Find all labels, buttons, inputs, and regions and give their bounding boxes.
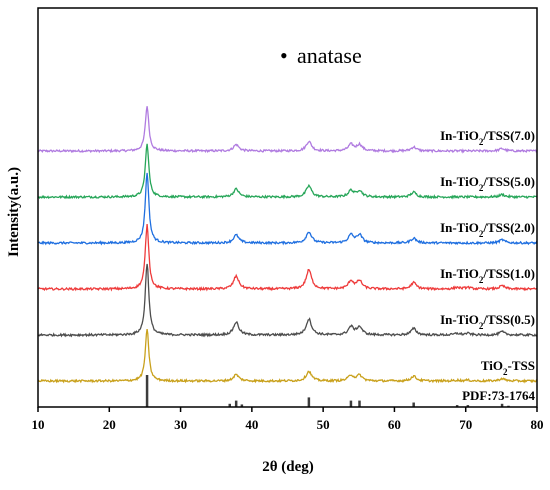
series-line-6 bbox=[37, 329, 538, 384]
series-line-2 bbox=[38, 143, 538, 200]
series-line-1 bbox=[37, 106, 537, 154]
series-label-6: TiO2-TSS bbox=[481, 358, 535, 377]
series-line-5 bbox=[37, 263, 538, 338]
x-tick-label-30: 30 bbox=[174, 417, 187, 432]
x-tick-label-40: 40 bbox=[245, 417, 258, 432]
x-tick-label-50: 50 bbox=[317, 417, 330, 432]
y-axis-label: Intensity(a.u.) bbox=[6, 167, 22, 257]
series-label-4: In-TiO2/TSS(1.0) bbox=[440, 266, 535, 285]
x-tick-label-60: 60 bbox=[388, 417, 401, 432]
series-line-4 bbox=[37, 223, 538, 292]
series-label-1: In-TiO2/TSS(7.0) bbox=[440, 128, 535, 147]
reference-label: PDF:73-1764 bbox=[462, 388, 535, 403]
annotation-label: anatase bbox=[297, 43, 362, 68]
plot-frame bbox=[37, 7, 538, 408]
annotation-bullet: • bbox=[280, 43, 288, 68]
x-tick-label-70: 70 bbox=[459, 417, 472, 432]
x-tick-label-10: 10 bbox=[32, 417, 45, 432]
series-line-3 bbox=[37, 172, 538, 246]
x-tick-label-80: 80 bbox=[531, 417, 544, 432]
series-label-2: In-TiO2/TSS(5.0) bbox=[440, 174, 535, 193]
series-label-5: In-TiO2/TSS(0.5) bbox=[440, 312, 535, 331]
series-label-3: In-TiO2/TSS(2.0) bbox=[440, 220, 535, 239]
x-tick-label-20: 20 bbox=[103, 417, 116, 432]
x-axis-label: 2θ (deg) bbox=[262, 459, 314, 475]
